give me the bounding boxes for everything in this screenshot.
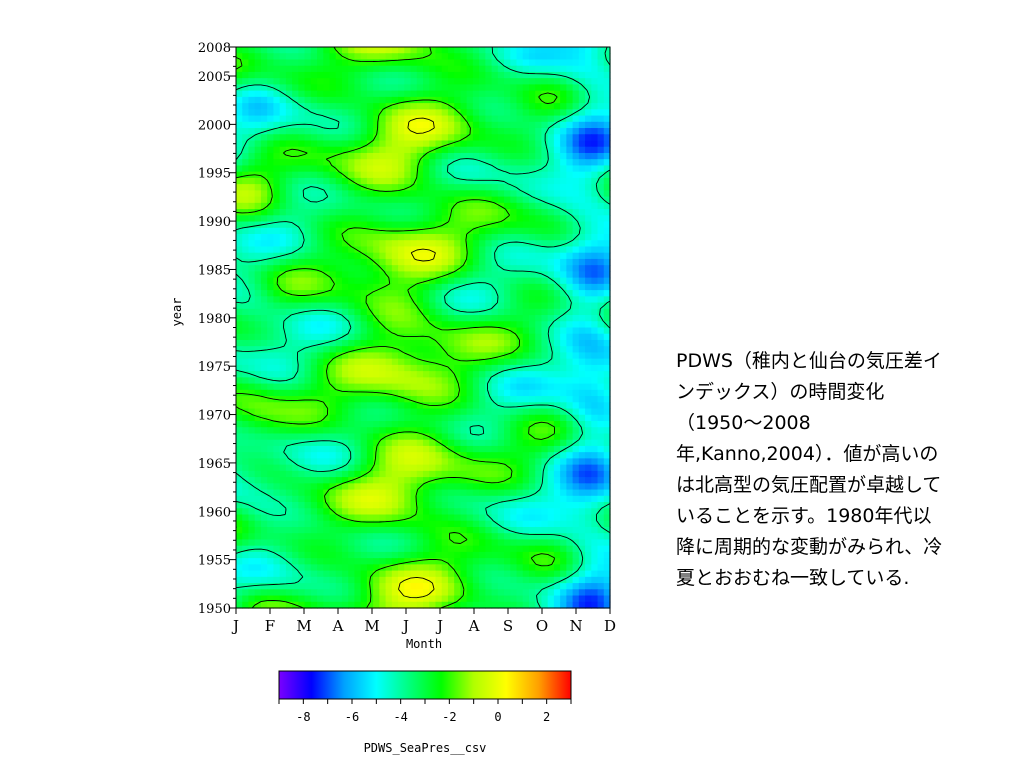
x-tick-label: M <box>364 617 379 635</box>
y-tick-label: 1970 <box>198 409 231 424</box>
x-tick-label: A <box>468 617 480 635</box>
y-tick-label: 1985 <box>198 263 231 278</box>
y-tick-label: 1980 <box>198 312 231 327</box>
x-tick-label: F <box>265 617 275 635</box>
contour-lines <box>235 46 611 609</box>
contour-line <box>235 46 558 609</box>
x-tick-label: N <box>569 617 582 635</box>
y-tick-label: 2008 <box>198 41 231 56</box>
colorbar-tick-label: -2 <box>442 710 456 724</box>
y-tick-label: 1975 <box>198 360 231 375</box>
x-tick-label: O <box>536 617 548 635</box>
x-tick-label: J <box>401 617 409 635</box>
x-tick-label: S <box>503 617 513 635</box>
x-tick-label: D <box>604 617 616 635</box>
y-tick-label: 1950 <box>198 602 231 617</box>
y-tick-label: 1960 <box>198 505 231 520</box>
x-tick-label: J <box>231 617 239 635</box>
heatmap-plot-area <box>236 47 611 609</box>
colorbar-tick-label: -6 <box>345 710 359 724</box>
x-tick-label: A <box>332 617 344 635</box>
colorbar-tick-label: -4 <box>393 710 407 724</box>
x-tick-label: J <box>435 617 443 635</box>
colorbar-tick-label: 0 <box>494 710 501 724</box>
y-tick-label: 2000 <box>198 118 231 133</box>
contour-line <box>398 117 436 599</box>
x-tick-label: M <box>296 617 311 635</box>
y-axis: 1950 1955 1960 1965 1970 1975 1980 1985 1990 1995… <box>198 41 236 617</box>
y-tick-label: 1965 <box>198 457 231 472</box>
y-axis-label: year <box>170 298 184 327</box>
colorbar-tick-label: -8 <box>296 710 310 724</box>
caption-text: PDWS（稚内と仙台の気圧差インデックス）の時間変化（1950～2008年,Ka… <box>676 350 943 589</box>
y-tick-label: 1955 <box>198 554 231 569</box>
colorbar <box>278 670 572 700</box>
y-tick-label: 1990 <box>198 215 231 230</box>
y-tick-label: 2005 <box>198 70 231 85</box>
x-axis-label: Month <box>406 637 442 651</box>
colorbar-ticks: -8 -6 -4 -2 0 2 <box>278 699 572 724</box>
colorbar-tick-label: 2 <box>543 710 550 724</box>
colorbar-label: PDWS_SeaPres__csv <box>364 741 487 755</box>
y-tick-label: 1995 <box>198 167 231 182</box>
